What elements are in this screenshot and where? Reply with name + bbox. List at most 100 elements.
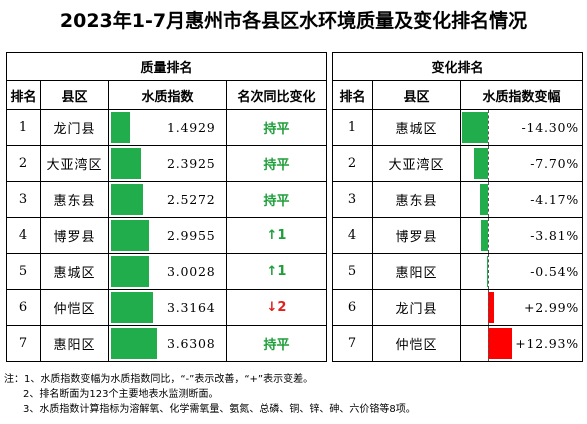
change-row: 6 龙门县 +2.99% — [332, 289, 583, 326]
change-worsen-bar — [488, 328, 512, 359]
quality-header-index: 水质指数 — [108, 80, 227, 110]
quality-change-cell: 持平 — [225, 181, 328, 218]
change-row: 7 仲恺区 +12.93% — [332, 325, 583, 362]
quality-rank-cell: 1 — [6, 109, 41, 146]
quality-row: 4 博罗县 2.9955 ↑1 — [6, 217, 328, 254]
change-zero-axis — [488, 254, 489, 289]
quality-rank-cell: 5 — [6, 253, 41, 290]
change-row: 4 博罗县 -3.81% — [332, 217, 583, 254]
change-zero-axis — [488, 110, 489, 145]
change-delta-value: +12.93% — [515, 336, 579, 351]
quality-header-change: 名次同比变化 — [225, 80, 328, 110]
quality-change-cell: 持平 — [225, 109, 328, 146]
change-delta-value: -3.81% — [530, 228, 579, 243]
change-header-area: 县区 — [372, 80, 461, 110]
change-row: 3 惠东县 -4.17% — [332, 181, 583, 218]
quality-index-cell: 2.3925 — [108, 145, 227, 182]
quality-index-cell: 1.4929 — [108, 109, 227, 146]
change-zero-axis — [488, 218, 489, 253]
change-rank-cell: 1 — [332, 109, 373, 146]
quality-index-cell: 3.6308 — [108, 325, 227, 362]
quality-rank-cell: 3 — [6, 181, 41, 218]
change-row: 1 惠城区 -14.30% — [332, 109, 583, 146]
change-rank-cell: 5 — [332, 253, 373, 290]
quality-rank-cell: 7 — [6, 325, 41, 362]
quality-change-cell: ↑1 — [225, 217, 328, 254]
change-delta-value: -14.30% — [521, 120, 579, 135]
quality-index-value: 1.4929 — [167, 120, 216, 135]
footnote-3: 3、水质指数计算指标为溶解氧、化学需氧量、氨氮、总磷、铜、锌、砷、六价铬等8项。 — [23, 404, 416, 415]
quality-index-value: 3.6308 — [167, 336, 216, 351]
quality-ranking-table: 质量排名 排名 县区 水质指数 名次同比变化 1 龙门县 1.4929 持平 2 大亚湾区… — [5, 52, 328, 362]
change-delta-value: -7.70% — [530, 156, 579, 171]
quality-change-cell: 持平 — [225, 145, 328, 182]
change-area-cell: 惠阳区 — [372, 253, 461, 290]
quality-index-cell: 3.0028 — [108, 253, 227, 290]
change-area-cell: 龙门县 — [372, 289, 461, 326]
change-rank-cell: 6 — [332, 289, 373, 326]
quality-change-cell: ↓2 — [225, 289, 328, 326]
change-rank-cell: 7 — [332, 325, 373, 362]
change-delta-cell: -0.54% — [460, 253, 583, 290]
quality-index-bar — [111, 292, 153, 323]
change-row: 2 大亚湾区 -7.70% — [332, 145, 583, 182]
change-header-delta: 水质指数变幅 — [460, 80, 583, 110]
change-header-rank: 排名 — [332, 80, 373, 110]
footnote-1: 注：1、水质指数变幅为水质指数同比，“-”表示改善，“+”表示变差。 — [4, 374, 314, 385]
quality-row: 6 仲恺区 3.3164 ↓2 — [6, 289, 328, 326]
footnotes: 注：1、水质指数变幅为水质指数同比，“-”表示改善，“+”表示变差。 2、排名断… — [4, 372, 584, 417]
change-rank-cell: 3 — [332, 181, 373, 218]
quality-change-cell: ↑1 — [225, 253, 328, 290]
change-area-cell: 惠东县 — [372, 181, 461, 218]
change-improve-bar — [462, 112, 488, 143]
change-worsen-bar — [488, 292, 494, 323]
quality-row: 2 大亚湾区 2.3925 持平 — [6, 145, 328, 182]
change-delta-cell: -3.81% — [460, 217, 583, 254]
quality-row: 3 惠东县 2.5272 持平 — [6, 181, 328, 218]
quality-area-cell: 博罗县 — [40, 217, 109, 254]
quality-index-cell: 3.3164 — [108, 289, 227, 326]
quality-index-bar — [111, 256, 149, 287]
change-ranking-table: 变化排名 排名 县区 水质指数变幅 1 惠城区 -14.30% 2 大亚湾区 -7.70%… — [332, 52, 583, 362]
change-improve-bar — [480, 184, 488, 215]
quality-rank-cell: 4 — [6, 217, 41, 254]
change-group-title: 变化排名 — [332, 52, 583, 81]
quality-index-bar — [111, 328, 157, 359]
change-zero-axis — [488, 290, 489, 325]
change-delta-value: -0.54% — [530, 264, 579, 279]
quality-area-cell: 仲恺区 — [40, 289, 109, 326]
quality-index-bar — [111, 184, 143, 215]
change-delta-cell: -7.70% — [460, 145, 583, 182]
quality-index-value: 2.9955 — [167, 228, 216, 243]
quality-index-cell: 2.9955 — [108, 217, 227, 254]
change-area-cell: 惠城区 — [372, 109, 461, 146]
page-title: 2023年1-7月惠州市各县区水环境质量及变化排名情况 — [59, 10, 528, 32]
quality-area-cell: 惠东县 — [40, 181, 109, 218]
change-rank-cell: 2 — [332, 145, 373, 182]
change-zero-axis — [488, 182, 489, 217]
change-area-cell: 博罗县 — [372, 217, 461, 254]
quality-index-value: 3.3164 — [167, 300, 216, 315]
quality-area-cell: 龙门县 — [40, 109, 109, 146]
quality-header-area: 县区 — [40, 80, 109, 110]
quality-change-cell: 持平 — [225, 325, 328, 362]
quality-index-bar — [111, 148, 141, 179]
footnote-2: 2、排名断面为123个主要地表水监测断面。 — [23, 389, 219, 400]
change-area-cell: 大亚湾区 — [372, 145, 461, 182]
change-zero-axis — [488, 146, 489, 181]
change-improve-bar — [481, 220, 488, 251]
quality-row: 7 惠阳区 3.6308 持平 — [6, 325, 328, 362]
change-zero-axis — [488, 326, 489, 361]
change-delta-cell: +12.93% — [460, 325, 583, 362]
change-row: 5 惠阳区 -0.54% — [332, 253, 583, 290]
quality-area-cell: 惠阳区 — [40, 325, 109, 362]
quality-index-bar — [111, 220, 149, 251]
change-improve-bar — [487, 256, 488, 287]
quality-index-value: 2.5272 — [167, 192, 216, 207]
quality-index-value: 3.0028 — [167, 264, 216, 279]
change-delta-cell: -4.17% — [460, 181, 583, 218]
quality-rank-cell: 6 — [6, 289, 41, 326]
quality-index-cell: 2.5272 — [108, 181, 227, 218]
quality-group-title: 质量排名 — [5, 52, 328, 81]
quality-index-value: 2.3925 — [167, 156, 216, 171]
